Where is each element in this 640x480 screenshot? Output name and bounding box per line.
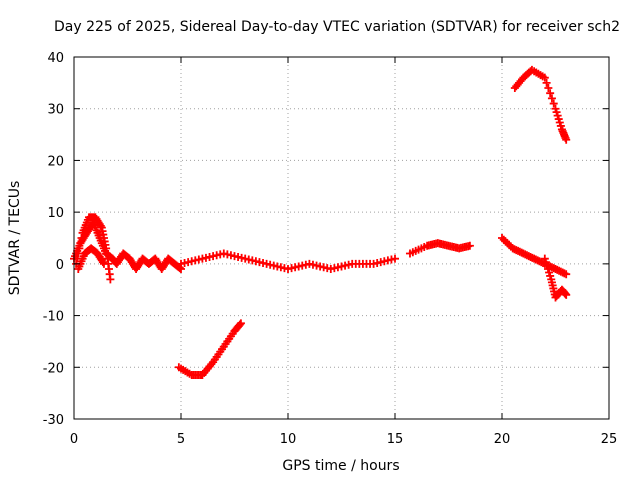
y-axis-label: SDTVAR / TECUs [7,181,23,296]
x-tick-label: 15 [387,432,404,447]
data-point [540,73,549,82]
x-tick-label: 25 [601,432,618,447]
data-point [562,290,571,299]
series-sat-f [405,239,474,258]
data-point [546,89,555,98]
data-point [465,241,474,250]
series-sat-b [72,213,115,284]
data-point [76,239,85,248]
data-point [544,84,553,93]
y-tick-label: -20 [43,361,64,376]
data-point [96,221,105,230]
series-sat-a [70,218,185,274]
series-sat-e [174,319,245,380]
data-point [549,99,558,108]
x-tick-label: 20 [494,432,511,447]
data-point [75,244,84,253]
x-axis-label: GPS time / hours [282,458,399,474]
x-tick-label: 10 [280,432,297,447]
y-tick-label: -30 [43,413,64,428]
data-point [106,275,115,284]
data-point [547,94,556,103]
data-point [235,320,244,329]
y-tick-label: -10 [43,310,64,325]
x-tick-label: 5 [177,432,185,447]
data-point [562,270,571,279]
data-point [236,319,245,328]
plot-frame [73,56,610,420]
series-sat-g [498,234,571,279]
grid [74,57,609,419]
series-sat-d [177,249,399,274]
y-tick-label: 0 [56,258,64,273]
data-point [77,234,86,242]
series-sat-i [510,65,571,144]
data-point [99,259,108,268]
x-tick-label: 0 [70,432,78,447]
data-point [542,78,551,87]
data-point [562,135,571,144]
series-layer [70,65,571,380]
series-sat-c [74,244,108,274]
data-point [98,258,107,267]
chart-title: Day 225 of 2025, Sidereal Day-to-day VTE… [54,19,620,35]
y-tick-label: 40 [47,51,64,66]
series-sat-h [540,254,571,302]
axis-ticks: 0 5 10 15 20 25 -30 -20 -10 0 10 20 30 40 [43,51,618,447]
y-tick-label: 20 [47,154,64,169]
data-point [391,254,399,263]
y-tick-label: 30 [47,103,64,118]
y-tick-label: 10 [47,206,64,221]
